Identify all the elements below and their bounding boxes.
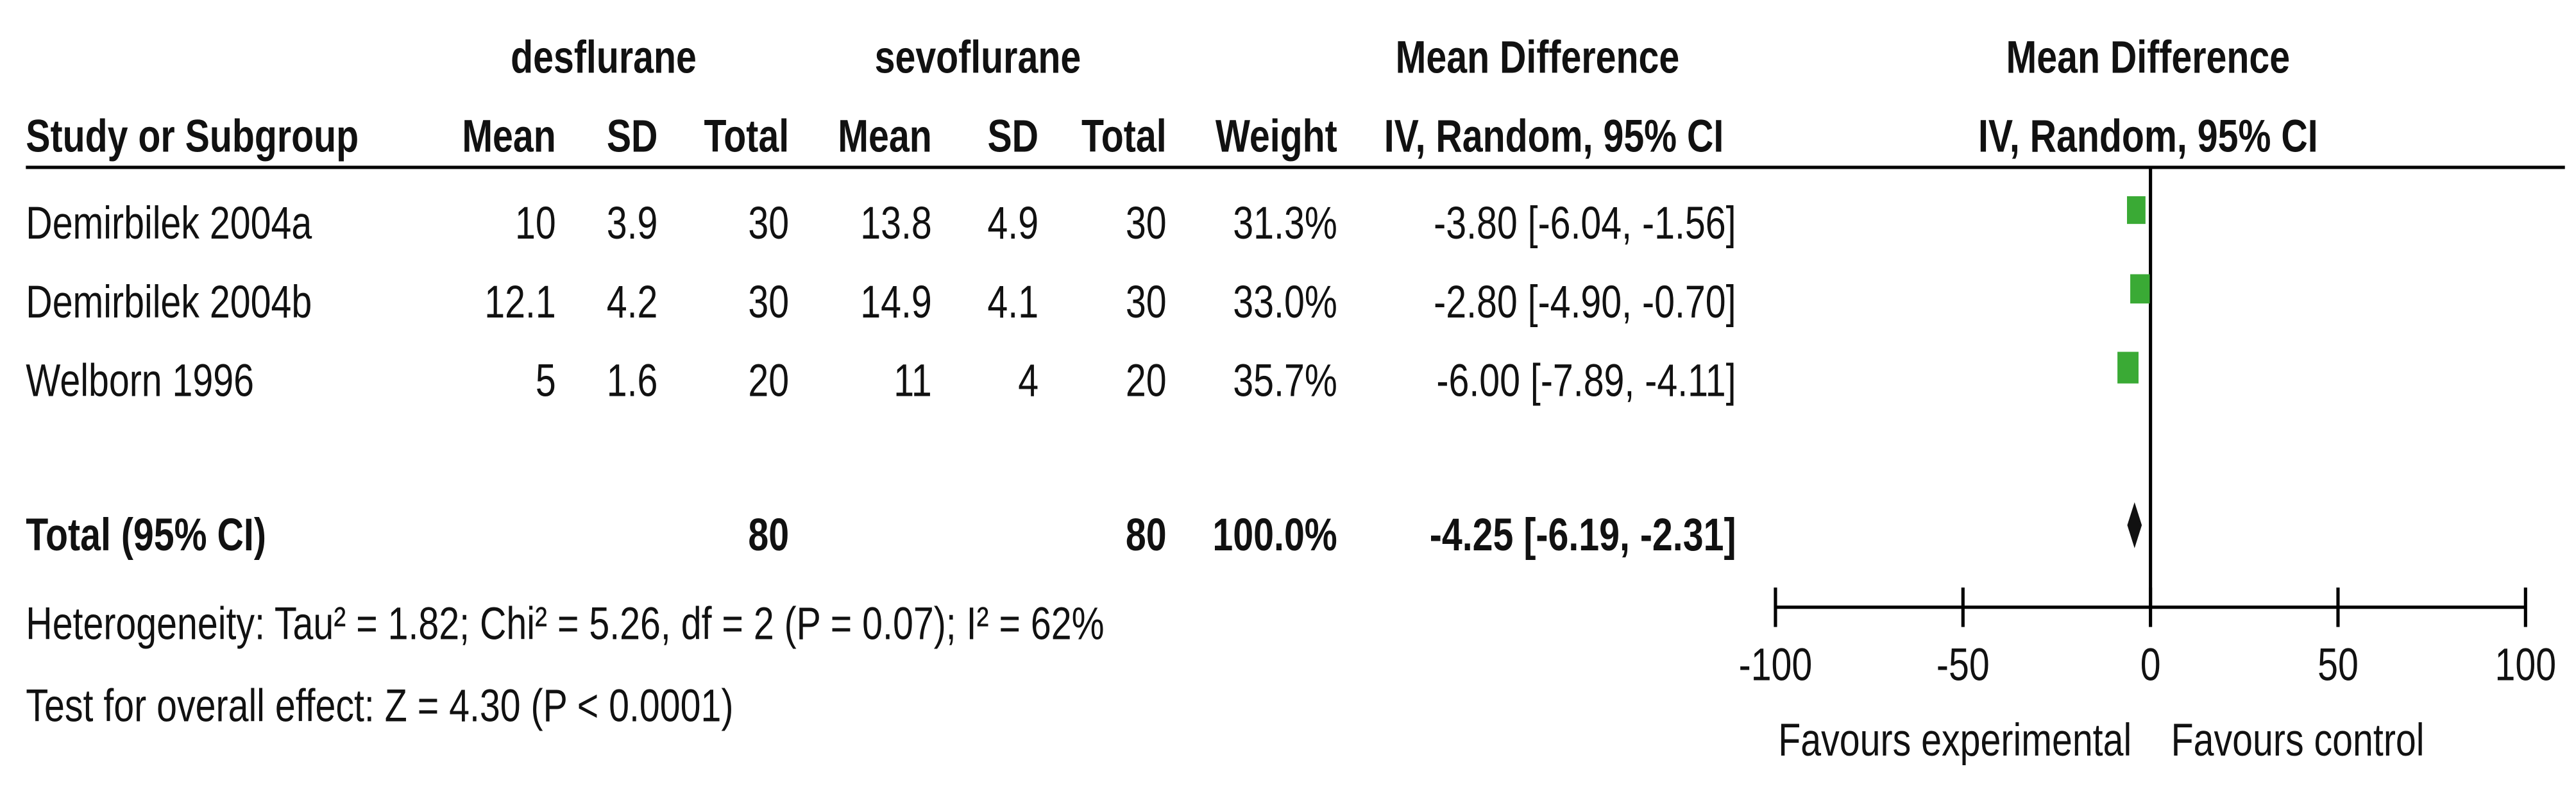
total-cell: 80 [1126,509,1167,561]
effect-header: Mean Difference [1396,31,1680,83]
x-tick-label: -100 [1739,638,1813,690]
total-diamond [2127,502,2142,548]
column-header: Mean [838,110,931,162]
total-cell: 80 [748,509,789,561]
total-weight: 100.0% [1212,509,1337,561]
column-header: Study or Subgroup [26,110,359,162]
cell: 1.6 [607,355,658,407]
cell: 20 [748,355,789,407]
total-name: Total (95% CI) [26,509,266,561]
study-name: Demirbilek 2004b [26,276,312,328]
cell: 4.9 [987,197,1038,249]
x-tick-label: 50 [2318,638,2359,690]
cell: 12.1 [484,276,556,328]
column-header: SD [607,110,658,162]
cell: 30 [1126,197,1167,249]
plot-header: Mean Difference [2006,31,2290,83]
x-tick-label: -50 [1936,638,1990,690]
cell: 11 [894,355,931,407]
column-header: Weight [1216,110,1337,162]
cell: 10 [515,197,556,249]
effect-ci: -3.80 [-6.04, -1.56] [1434,197,1736,249]
column-header: Mean [462,110,555,162]
x-tick-label: 0 [2140,638,2161,690]
cell: 4 [1018,355,1038,407]
overall-effect: Test for overall effect: Z = 4.30 (P < 0… [26,679,733,731]
effect-square [2130,274,2150,304]
column-header: Total [1081,110,1167,162]
cell: 5 [536,355,556,407]
weight: 31.3% [1233,197,1337,249]
study-name: Welborn 1996 [26,355,254,407]
weight: 35.7% [1233,355,1337,407]
effect-ci: -6.00 [-7.89, -4.11] [1436,355,1736,407]
cell: 13.8 [860,197,932,249]
x-label-right: Favours control [2171,714,2425,766]
effect-ci: -2.80 [-4.90, -0.70] [1434,276,1736,328]
cell: 30 [748,197,789,249]
heterogeneity: Heterogeneity: Tau² = 1.82; Chi² = 5.26,… [26,597,1104,649]
group-header: desflurane [511,31,697,83]
cell: 30 [748,276,789,328]
group-header: sevoflurane [875,31,1081,83]
x-label-left: Favours experimental [1778,714,2131,766]
total-effect-ci: -4.25 [-6.19, -2.31] [1430,509,1736,561]
cell: 3.9 [607,197,658,249]
plot-subheader: IV, Random, 95% CI [1978,110,2318,162]
effect-subheader: IV, Random, 95% CI [1384,110,1724,162]
cell: 4.2 [607,276,658,328]
column-header: SD [987,110,1038,162]
cell: 4.1 [987,276,1038,328]
x-tick-label: 100 [2495,638,2557,690]
effect-square [2126,196,2146,224]
column-header: Total [704,110,790,162]
cell: 14.9 [860,276,932,328]
cell: 20 [1126,355,1167,407]
cell: 30 [1126,276,1167,328]
weight: 33.0% [1233,276,1337,328]
effect-square [2117,351,2139,384]
study-name: Demirbilek 2004a [26,197,312,249]
